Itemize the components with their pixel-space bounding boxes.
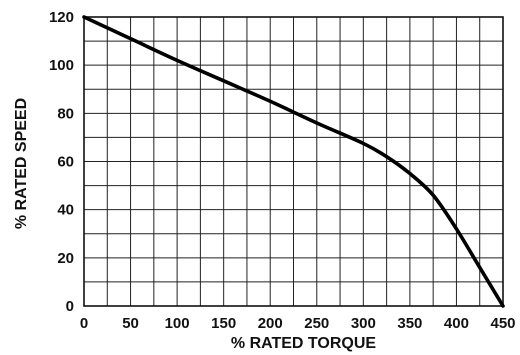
y-tick-label: 100 [49, 57, 74, 74]
x-axis-ticks: 0 50 100 150 200 250 300 350 400 450 [80, 315, 516, 332]
x-tick-label: 200 [258, 315, 283, 332]
x-tick-label: 250 [304, 315, 329, 332]
speed-torque-curve [82, 15, 505, 308]
x-tick-label: 50 [122, 315, 139, 332]
x-tick-label: 450 [490, 315, 515, 332]
grid [83, 16, 504, 307]
y-tick-label: 120 [49, 9, 74, 26]
x-tick-label: 400 [444, 315, 469, 332]
x-tick-label: 350 [397, 315, 422, 332]
y-tick-label: 20 [57, 250, 74, 267]
x-tick-label: 0 [80, 315, 88, 332]
plot-frame [83, 16, 504, 307]
x-tick-label: 150 [211, 315, 236, 332]
y-tick-label: 0 [66, 298, 74, 315]
y-tick-label: 60 [57, 154, 74, 171]
y-axis-ticks: 0 20 40 60 80 100 120 [49, 9, 74, 315]
x-axis-label: % RATED TORQUE [231, 335, 377, 352]
y-axis-label: % RATED SPEED [13, 98, 30, 229]
x-tick-label: 300 [351, 315, 376, 332]
y-tick-label: 40 [57, 202, 74, 219]
y-tick-label: 80 [57, 105, 74, 122]
x-tick-label: 100 [165, 315, 190, 332]
